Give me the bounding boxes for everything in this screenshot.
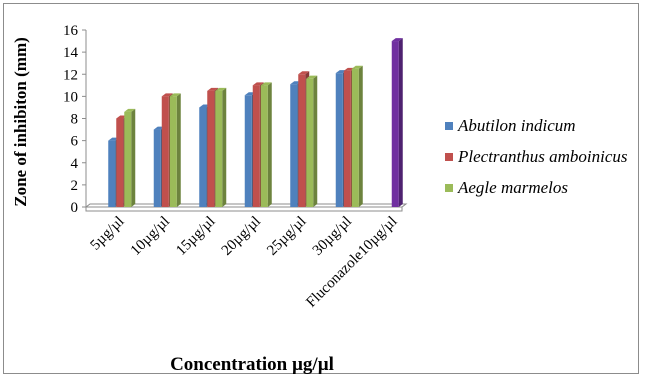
bar-front [290, 84, 298, 207]
bar-front [260, 85, 268, 207]
bar-front [161, 96, 169, 207]
legend-swatch [445, 153, 453, 161]
bar-front [298, 74, 306, 207]
bar [306, 75, 318, 207]
bar [260, 82, 272, 207]
bar-front [116, 118, 124, 207]
bar-side [358, 65, 363, 207]
legend-label: Plectranthus amboinicus [457, 147, 628, 166]
y-tick-label: 6 [71, 134, 79, 150]
bar-front [215, 90, 223, 207]
bar-top [351, 65, 363, 69]
x-tick-label: 15µg/µl [173, 214, 218, 259]
x-axis-label: Concentration µg/µl [170, 354, 334, 375]
bar-top [169, 93, 181, 97]
x-tick-label: 20µg/µl [219, 214, 264, 259]
x-tick-label: 25µg/µl [264, 214, 309, 259]
bar-top [252, 82, 264, 86]
y-tick-label: 10 [63, 89, 78, 105]
bar-top [161, 93, 173, 97]
x-tick-labels: 5µg/µl 10µg/µl 15µg/µl 20µg/µl 25µg/µl 30µg/µ… [88, 214, 401, 311]
bar [391, 38, 403, 207]
bar-top [124, 108, 136, 112]
y-tick-label: 8 [71, 112, 79, 128]
y-tick-label: 0 [71, 200, 79, 216]
bar [169, 93, 181, 207]
bar-front [335, 73, 343, 207]
legend-swatch [445, 184, 453, 192]
y-tick-label: 12 [63, 67, 78, 83]
y-tick-label: 2 [71, 178, 79, 194]
bar-front [244, 95, 252, 207]
bar-front [207, 90, 215, 207]
bar-front [124, 111, 132, 207]
bar-side [176, 93, 181, 207]
bar-top [215, 87, 227, 91]
bars [108, 38, 403, 208]
bar-side [222, 87, 227, 207]
floor-front [85, 206, 403, 212]
bar-side [131, 108, 136, 207]
bar-front [252, 85, 260, 207]
bar-top [260, 82, 272, 86]
legend-label: Abutilon indicum [457, 116, 576, 135]
bar-front [108, 140, 116, 207]
x-tick-label: 5µg/µl [88, 214, 128, 254]
y-tick-labels: 0 2 4 6 8 10 12 14 16 [63, 23, 86, 216]
bar-front [153, 129, 161, 207]
bar-front [306, 78, 314, 207]
bar-front [391, 41, 399, 207]
bar [351, 65, 363, 207]
y-tick-label: 4 [71, 156, 79, 172]
bar-top [207, 87, 219, 91]
x-tick-label: Fluconazole10µg/µl [303, 214, 400, 311]
legend-swatch [445, 122, 453, 130]
bar-side [313, 75, 318, 207]
y-tick-label: 14 [63, 45, 79, 61]
bar [124, 108, 136, 207]
bar-front [351, 68, 359, 207]
bar-front [343, 70, 351, 208]
legend-label: Aegle marmelos [457, 178, 568, 197]
x-tick-label: 10µg/µl [128, 214, 173, 259]
x-tick-label: 30µg/µl [310, 214, 355, 259]
bar-top [306, 75, 318, 79]
bar [215, 87, 227, 207]
bar-side [398, 38, 403, 207]
y-tick-label: 16 [63, 23, 79, 39]
bar-front [199, 107, 207, 207]
bar-side [267, 82, 272, 207]
bar-front [169, 96, 177, 207]
y-axis-label: Zone of inhibiton (mm) [11, 37, 30, 207]
bar-top [298, 71, 310, 75]
legend: Abutilon indicum Plectranthus amboinicus A… [445, 116, 628, 197]
bar-top [391, 38, 403, 42]
